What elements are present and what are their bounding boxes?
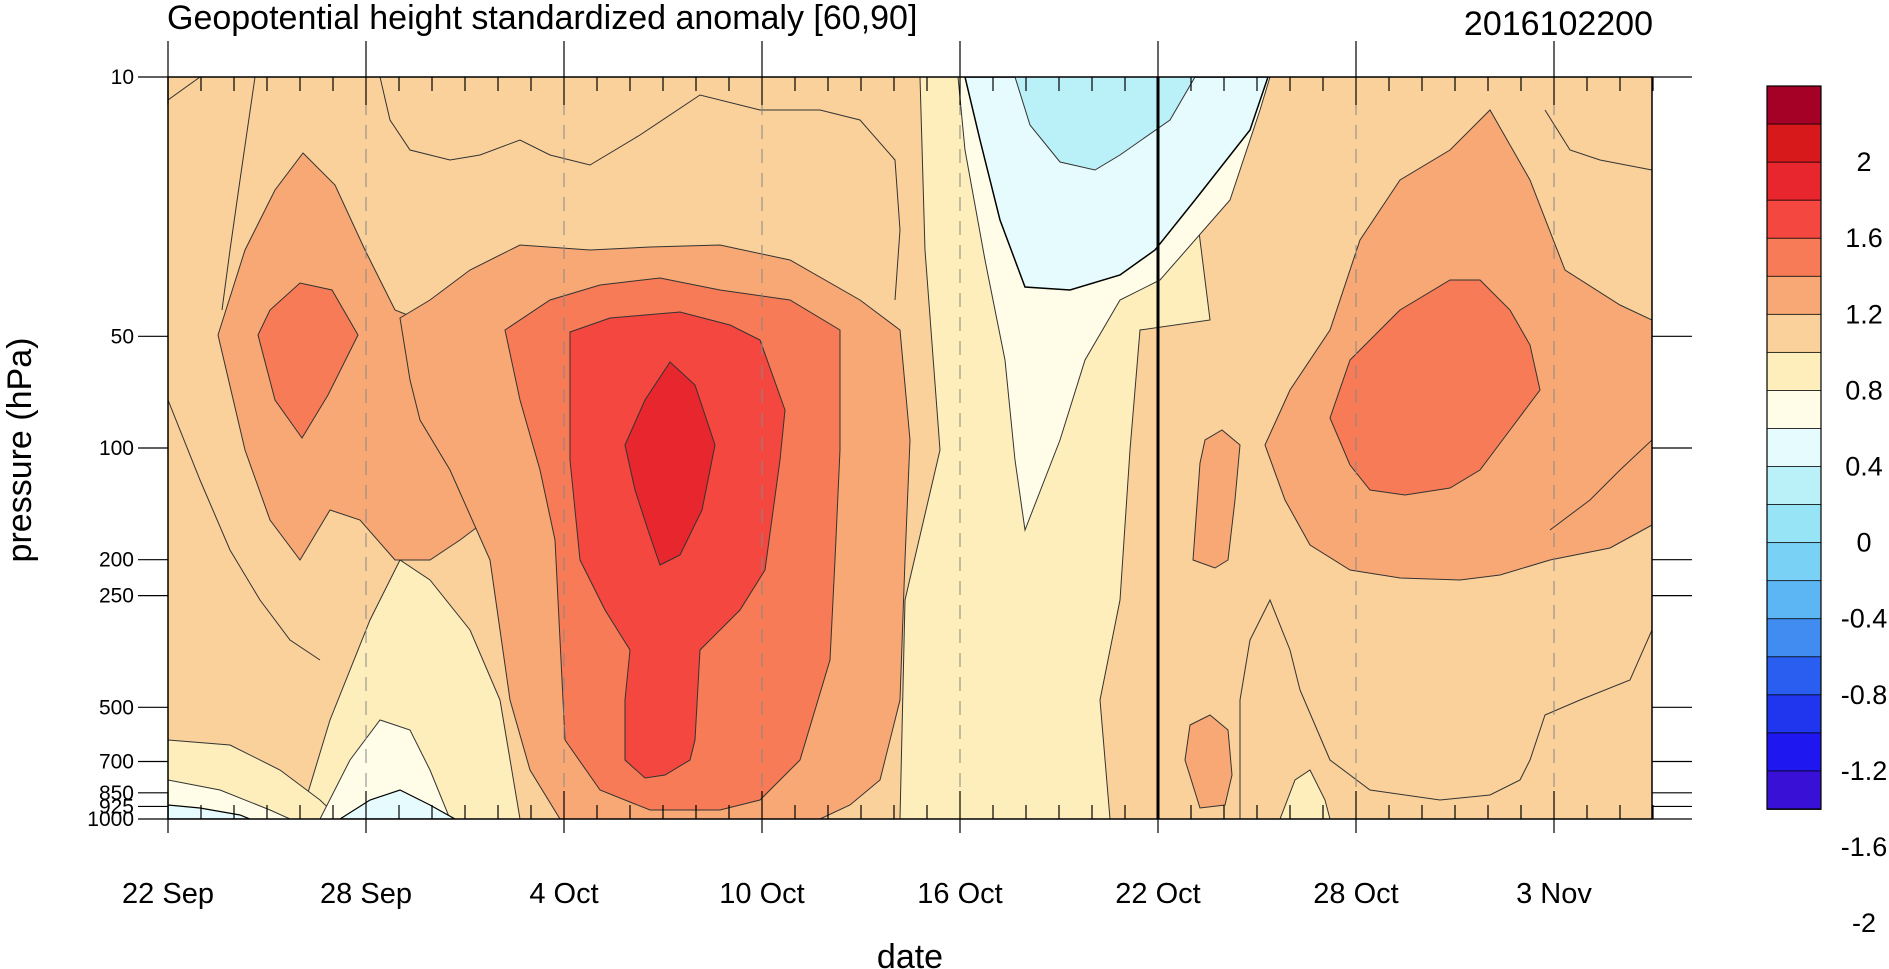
y-tick-label: 850: [99, 782, 134, 805]
colorbar-swatch: [1766, 275, 1822, 316]
colorbar-label: -1.2: [1841, 756, 1888, 786]
colorbar-swatch: [1766, 580, 1822, 620]
colorbar-swatch: [1766, 542, 1822, 582]
colorbar-label: 0: [1856, 528, 1871, 558]
x-tick-label: 3 Nov: [1516, 878, 1592, 910]
colorbar-label: 0.8: [1845, 375, 1883, 405]
band-0-28sep-bottom: [319, 719, 451, 819]
y-tick-label: 100: [99, 437, 134, 460]
contour-field: [168, 77, 1652, 819]
y-tick-label: 50: [111, 325, 134, 348]
y-tick-label: 500: [99, 696, 134, 719]
contour-line-5: [168, 399, 321, 661]
y-tick-label: 700: [99, 751, 134, 774]
colorbar-swatch: [1766, 770, 1822, 810]
colorbar-swatch: [1766, 428, 1822, 468]
x-tick-label: 28 Oct: [1313, 878, 1398, 910]
contour-line-4: [1544, 109, 1652, 171]
colorbar-label: 1.2: [1845, 299, 1883, 329]
colorbar-swatch: [1766, 694, 1822, 734]
y-tick-label: 200: [99, 549, 134, 572]
x-tick-label: 16 Oct: [917, 878, 1002, 910]
contour-line-1: [168, 77, 201, 101]
chart-title: Geopotential height standardized anomaly…: [167, 0, 917, 37]
contour-line-2: [221, 77, 256, 311]
colorbar-label: -0.8: [1841, 680, 1888, 710]
colorbar-swatch: [1766, 237, 1822, 278]
colorbar-label: 2: [1856, 147, 1871, 177]
colorbar-swatch: [1766, 313, 1822, 354]
colorbar-swatch: [1766, 161, 1822, 202]
band-0.8-small-lower: [1184, 714, 1233, 809]
colorbar-swatch: [1766, 732, 1822, 772]
chart-date-stamp: 2016102200: [1464, 5, 1653, 43]
colorbar-swatch: [1766, 351, 1822, 392]
colorbar-swatch: [1766, 390, 1822, 430]
y-tick-label: 250: [99, 585, 134, 608]
colorbar-swatch: [1766, 618, 1822, 658]
colorbar-swatch: [1766, 199, 1822, 240]
contour-line-7: [1239, 598, 1652, 819]
colorbar-swatch: [1766, 85, 1822, 125]
date-grid: [365, 77, 1555, 819]
y-tick-label: 10: [111, 66, 134, 89]
colorbar-swatch: [1766, 656, 1822, 696]
colorbar-label: 0.4: [1845, 452, 1883, 482]
band-1.8-center-core: [624, 361, 716, 566]
band-1.2-1.6-left: [257, 282, 359, 439]
band-0-0.4-right-bottom: [1279, 769, 1331, 819]
colorbar-swatch: [1766, 123, 1822, 164]
colorbar-swatch: [1766, 504, 1822, 544]
contour-line-3: [379, 77, 901, 301]
contour-line-6: [1549, 439, 1652, 531]
x-tick-label: 22 Oct: [1115, 878, 1200, 910]
x-tick-label: 10 Oct: [719, 878, 804, 910]
colorbar: 2 1.6 1.2 0.8 0.4 0 -0.4 -0.8 -1.2 -1.6 -2: [1766, 85, 1888, 938]
x-tick-label: 28 Sep: [320, 878, 412, 910]
colorbar-frame: [1766, 85, 1822, 810]
y-axis-label: pressure (hPa): [1, 338, 39, 563]
neg-28sep-bottom: [338, 789, 457, 819]
colorbar-label: -1.6: [1841, 832, 1888, 862]
x-tick-label: 4 Oct: [529, 878, 598, 910]
colorbar-label: -2: [1852, 908, 1876, 938]
x-tick-label: 22 Sep: [122, 878, 214, 910]
y-tick-label: 925: [99, 795, 134, 818]
x-axis: 22 Sep 28 Sep 4 Oct 10 Oct 16 Oct 22 Oct 28 Oc…: [122, 41, 1654, 910]
colorbar-swatch: [1766, 466, 1822, 506]
colorbar-label: 1.6: [1845, 223, 1883, 253]
band-0.8-small-upper: [1192, 429, 1241, 569]
neg-left-corner: [168, 804, 251, 819]
y-tick-label: 1000: [87, 808, 134, 831]
band-1.2-1.6-right: [1329, 279, 1541, 496]
x-axis-label: date: [877, 938, 943, 969]
colorbar-label: -0.4: [1841, 604, 1888, 634]
